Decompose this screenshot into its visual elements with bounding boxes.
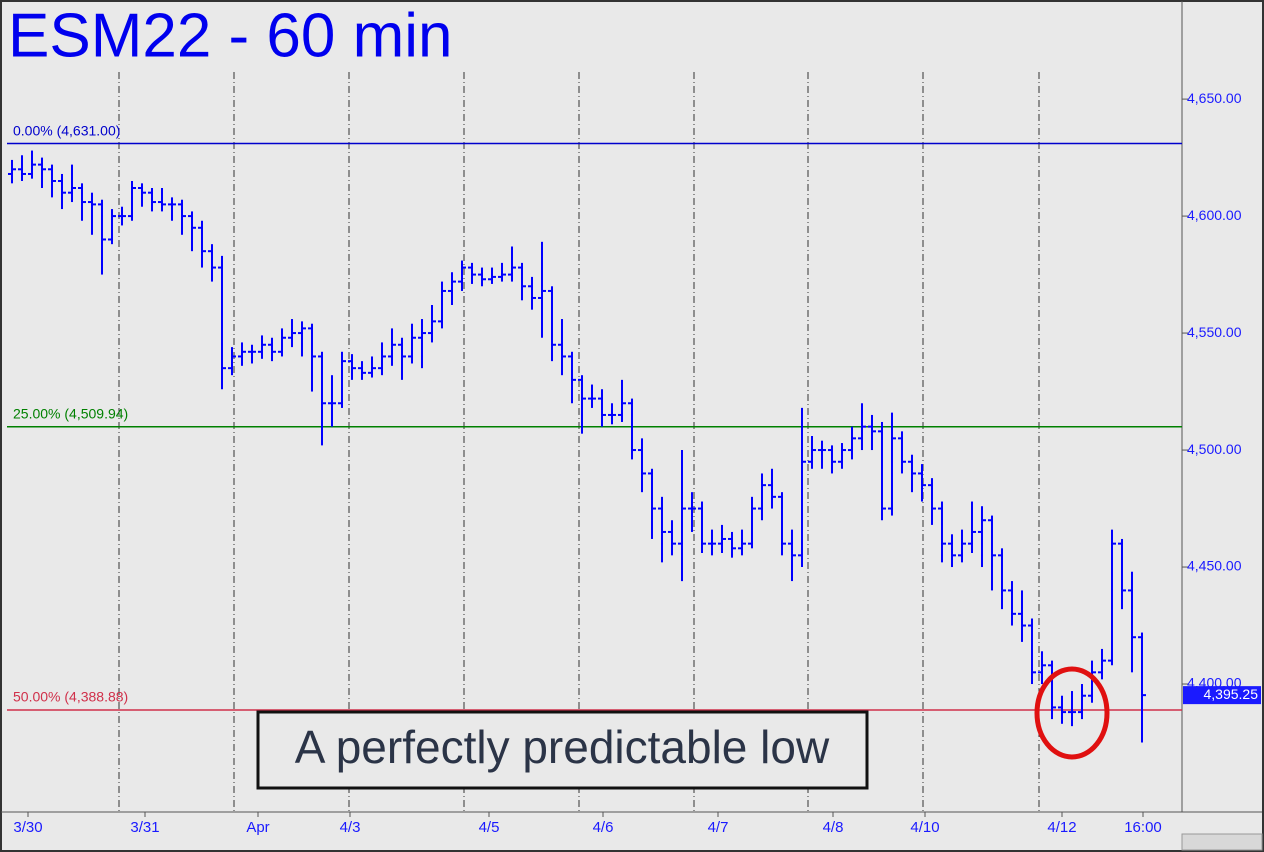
annotation-box: [256, 710, 869, 790]
x-tick-label: 4/3: [340, 819, 361, 836]
x-tick-label: 4/8: [823, 819, 844, 836]
last-price-label: 4,395.25: [1204, 686, 1259, 702]
highlight-circle: [1034, 666, 1110, 760]
bar-layer: [8, 150, 1146, 743]
last-price-box: [1183, 686, 1261, 705]
scrollbar[interactable]: [1181, 833, 1263, 851]
x-tick-label: 3/30: [13, 819, 42, 836]
annotation: A perfectly predictable low: [295, 721, 830, 773]
x-tick-label: 4/12: [1047, 819, 1076, 836]
x-tick-label: 4/6: [593, 819, 614, 836]
chart-title: ESM22 - 60 min: [8, 1, 453, 70]
x-tick-label: 3/31: [130, 819, 159, 836]
x-tick-label: 4/7: [708, 819, 729, 836]
axis-layer: 4,400.004,450.004,500.004,550.004,600.00…: [13, 90, 1261, 836]
y-tick-label: 4,450.00: [1187, 558, 1242, 574]
y-tick-label: 4,600.00: [1187, 207, 1242, 223]
x-tick-label: 4/10: [910, 819, 939, 836]
fib-level-label: 25.00% (4,509.94): [13, 405, 128, 421]
y-tick-label: 4,650.00: [1187, 90, 1242, 106]
y-tick-label: 4,500.00: [1187, 441, 1242, 457]
level-layer: 0.00% (4,631.00) 25.00% (4,509.94) 50.00% …: [7, 122, 1182, 711]
x-tick-label: 4/5: [479, 819, 500, 836]
x-tick-label: 16:00: [1124, 819, 1162, 836]
x-tick-label: Apr: [246, 819, 269, 836]
grid-layer: [118, 72, 1040, 812]
y-tick-label: 4,550.00: [1187, 324, 1242, 340]
fib-level-label: 0.00% (4,631.00): [13, 122, 120, 138]
fib-level-label: 50.00% (4,388.88): [13, 689, 128, 705]
